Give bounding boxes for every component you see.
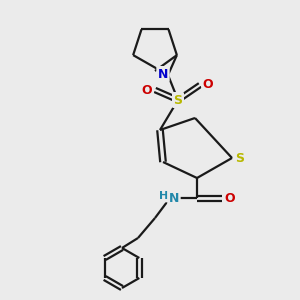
Text: H: H [159, 191, 169, 201]
Text: N: N [158, 68, 168, 80]
Text: S: S [236, 152, 244, 164]
Text: O: O [142, 83, 152, 97]
Text: O: O [203, 79, 213, 92]
Text: N: N [169, 191, 179, 205]
Text: O: O [225, 191, 235, 205]
Text: S: S [173, 94, 182, 106]
